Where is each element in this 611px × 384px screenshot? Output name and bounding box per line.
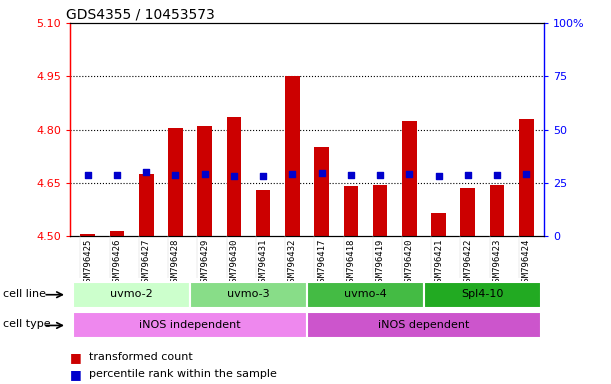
Point: [112, 172, 122, 178]
Point: [170, 172, 180, 178]
Bar: [197, 126, 212, 236]
Text: GSM796420: GSM796420: [405, 238, 414, 286]
Point: [346, 172, 356, 178]
Point: [375, 172, 385, 178]
Point: [521, 171, 531, 177]
Text: GSM796425: GSM796425: [83, 238, 92, 286]
Bar: [285, 76, 300, 236]
Point: [434, 174, 444, 180]
Bar: [424, 282, 541, 308]
Bar: [139, 174, 153, 236]
Point: [200, 171, 210, 177]
Text: transformed count: transformed count: [89, 352, 192, 362]
Text: iNOS independent: iNOS independent: [139, 320, 241, 330]
Bar: [168, 128, 183, 236]
Point: [229, 174, 239, 180]
Text: ■: ■: [70, 351, 82, 364]
Text: GSM796421: GSM796421: [434, 238, 443, 286]
Bar: [73, 282, 190, 308]
Text: Spl4-10: Spl4-10: [461, 289, 503, 299]
Text: uvmo-3: uvmo-3: [227, 289, 270, 299]
Text: GDS4355 / 10453573: GDS4355 / 10453573: [65, 8, 214, 22]
Text: cell line: cell line: [3, 289, 46, 299]
Text: uvmo-2: uvmo-2: [110, 289, 153, 299]
Bar: [402, 121, 417, 236]
Text: ■: ■: [70, 368, 82, 381]
Bar: [489, 185, 504, 236]
Bar: [81, 234, 95, 236]
Text: GSM796428: GSM796428: [171, 238, 180, 286]
Point: [288, 171, 298, 177]
Point: [492, 172, 502, 178]
Text: GSM796418: GSM796418: [346, 238, 356, 286]
Bar: [314, 147, 329, 236]
Bar: [519, 119, 533, 236]
Bar: [256, 190, 271, 236]
Point: [404, 171, 414, 177]
Text: GSM796429: GSM796429: [200, 238, 209, 286]
Point: [83, 172, 93, 178]
Bar: [307, 313, 541, 338]
Text: cell type: cell type: [3, 319, 51, 329]
Text: uvmo-4: uvmo-4: [344, 289, 387, 299]
Text: GSM796422: GSM796422: [463, 238, 472, 286]
Text: GSM796432: GSM796432: [288, 238, 297, 286]
Text: percentile rank within the sample: percentile rank within the sample: [89, 369, 276, 379]
Text: GSM796424: GSM796424: [522, 238, 531, 286]
Bar: [110, 231, 125, 236]
Bar: [307, 282, 424, 308]
Bar: [190, 282, 307, 308]
Text: GSM796430: GSM796430: [230, 238, 238, 286]
Text: GSM796426: GSM796426: [112, 238, 122, 286]
Point: [463, 172, 473, 178]
Point: [141, 169, 151, 175]
Bar: [461, 188, 475, 236]
Text: GSM796427: GSM796427: [142, 238, 151, 286]
Bar: [373, 185, 387, 236]
Bar: [227, 117, 241, 236]
Text: iNOS dependent: iNOS dependent: [378, 320, 470, 330]
Text: GSM796423: GSM796423: [492, 238, 502, 286]
Point: [316, 170, 326, 176]
Bar: [343, 187, 358, 236]
Bar: [431, 213, 446, 236]
Text: GSM796419: GSM796419: [376, 238, 384, 286]
Text: GSM796417: GSM796417: [317, 238, 326, 286]
Point: [258, 174, 268, 180]
Text: GSM796431: GSM796431: [258, 238, 268, 286]
Bar: [73, 313, 307, 338]
